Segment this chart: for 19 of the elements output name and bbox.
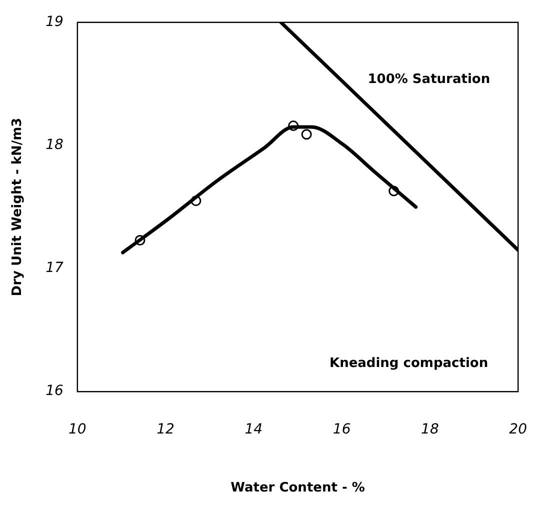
point bbox=[134, 234, 146, 246]
y-tick-label: 16 bbox=[46, 383, 64, 400]
x-tick-label: 12 bbox=[156, 422, 175, 438]
x-axis-title: Water Content - % bbox=[230, 480, 365, 496]
x-tick-label: 10 bbox=[68, 422, 86, 438]
point bbox=[388, 186, 400, 196]
y-tick-label: 19 bbox=[46, 14, 64, 30]
point bbox=[301, 129, 312, 140]
x-tick-label: 18 bbox=[421, 422, 439, 438]
x-tick-label: 20 bbox=[509, 422, 528, 438]
y-tick-label: 17 bbox=[46, 260, 64, 276]
y-axis-title: Dry Unit Weight - kN/m3 bbox=[10, 118, 26, 296]
point bbox=[190, 196, 202, 206]
y-tick-label: 18 bbox=[46, 137, 64, 154]
x-tick-label: 14 bbox=[244, 422, 263, 438]
annotation: 100% Saturation bbox=[368, 72, 490, 87]
x-tick-label: 16 bbox=[332, 422, 351, 438]
point bbox=[288, 120, 299, 132]
annotation: Kneading compaction bbox=[330, 356, 488, 371]
